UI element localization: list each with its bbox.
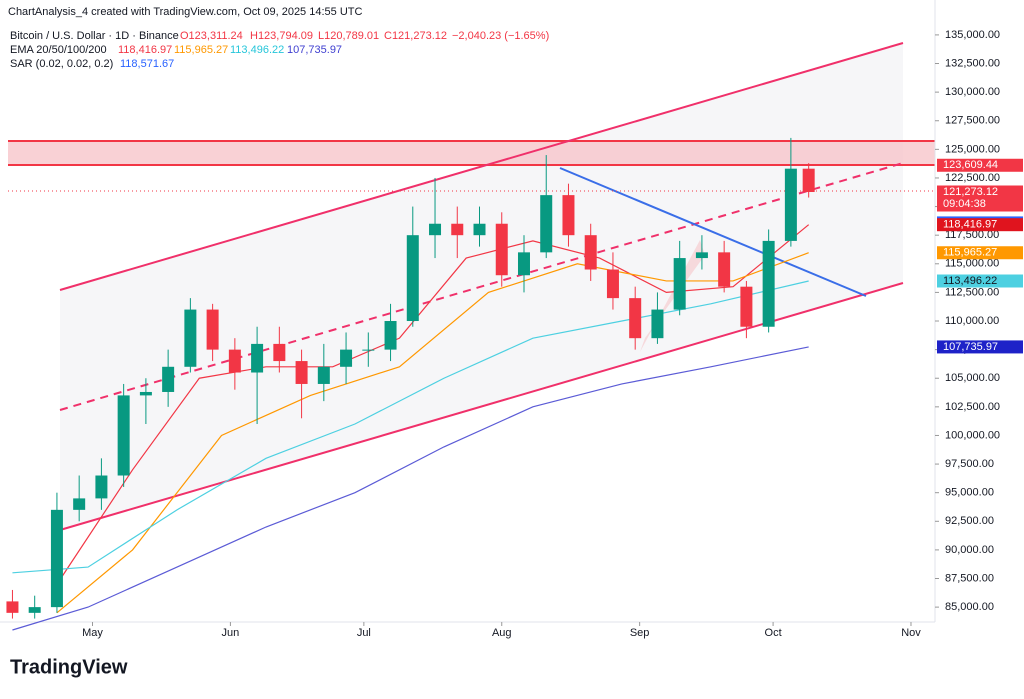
price-tag-label: 107,735.97 [943,341,998,353]
x-tick-label: Sep [630,627,650,639]
change: −2,040.23 (−1.65%) [452,30,549,42]
candle-body [718,252,731,287]
candle-body [517,252,530,276]
candle-body [95,475,108,499]
ema-label: EMA 20/50/100/200 [10,44,107,56]
ohlc: H123,794.09 [250,30,313,42]
candle-body [540,195,553,253]
candle-body [228,349,241,373]
price-tag [937,340,1023,354]
candle-body [50,509,63,608]
candle-body [651,309,664,339]
candle-body [28,607,41,613]
y-tick-label: 90,000.00 [945,544,994,556]
ema-line [12,280,809,574]
candle-body [406,235,419,322]
y-tick-label: 87,500.00 [945,572,994,584]
candle-body [362,349,375,351]
price-tag [937,158,1023,172]
logo: TradingView [10,656,128,678]
x-tick-label: Nov [901,627,921,639]
candle-body [802,168,815,193]
candle-body [562,195,575,236]
y-tick-label: 100,000.00 [945,429,1000,441]
y-tick-label: 115,000.00 [945,258,999,270]
candle-body [695,252,708,259]
candle-body [184,309,197,367]
ohlc: L120,789.01 [318,30,379,42]
candle-body [340,349,353,367]
y-tick-label: 122,500.00 [945,172,1000,184]
price-tag [937,218,1023,232]
candle-body [762,240,775,327]
candle-body [317,366,330,384]
y-tick-label: 105,000.00 [945,372,1000,384]
candle-body [673,258,686,310]
y-tick-label: 117,500.00 [945,229,999,241]
ema-value: 107,735.97 [287,44,342,56]
y-tick-label: 110,000.00 [945,315,999,327]
candle-body [384,321,397,350]
price-tag-label: 113,496.22 [943,275,997,287]
y-tick-label: 95,000.00 [945,487,994,499]
y-tick-label: 102,500.00 [945,401,1000,413]
drawings [8,42,935,531]
ema-line [12,346,809,631]
y-tick-label: 135,000.00 [945,29,1000,41]
price-tag-label: 118,416.97 [943,219,997,231]
y-tick-label: 92,500.00 [945,515,994,527]
candle-body [206,309,219,350]
y-tick-label: 112,500.00 [945,286,999,298]
x-tick-label: Jul [357,627,371,639]
candle-body [473,223,486,236]
sar-label: SAR (0.02, 0.02, 0.2) [10,58,113,70]
ema-value: 113,496.22 [230,44,284,56]
ohlc: C121,273.12 [384,30,447,42]
candle-body [6,601,19,613]
y-tick-label: 132,500.00 [945,57,1000,69]
candle-body [162,366,175,392]
price-tag [937,246,1023,260]
candle-body [273,343,286,362]
y-tick-label: 130,000.00 [945,86,1000,98]
y-tick-label: 97,500.00 [945,458,994,470]
y-tick-label: 85,000.00 [945,601,994,613]
candle-body [73,498,86,510]
candle-body [295,361,308,384]
candle-body [784,168,797,241]
candle-body [584,235,597,270]
candle-body [139,391,152,396]
price-tag-label: 121,273.12 [943,186,998,198]
candle-body [451,223,464,236]
x-tick-label: Oct [765,627,782,639]
y-tick-label: 127,500.00 [945,115,1000,127]
ema-value: 115,965.27 [174,44,228,56]
sar-value: 118,571.67 [120,58,174,70]
credit: ChartAnalysis_4 created with TradingView… [8,6,362,18]
y-tick-label: 125,000.00 [945,143,1000,155]
x-tick-label: Aug [492,627,512,639]
ema-value: 118,416.97 [118,44,172,56]
price-tag [937,274,1023,288]
price-tag-label: 123,609.44 [943,159,998,171]
candle-body [251,343,264,373]
candle-body [495,223,508,276]
price-tag [937,185,1023,212]
candle-body [117,395,130,476]
candle-body [606,269,619,299]
candle-body [740,286,753,327]
candle-body [629,298,642,339]
ohlc: O123,311.24 [180,30,243,42]
x-tick-label: May [82,627,103,639]
ema-line [56,252,809,614]
candle-body [429,223,442,236]
symbol: Bitcoin / U.S. Dollar · 1D · Binance [10,30,179,42]
price-tag-label: 115,965.27 [943,247,997,259]
x-tick-label: Jun [222,627,240,639]
price-tag-sub: 09:04:38 [943,198,986,210]
